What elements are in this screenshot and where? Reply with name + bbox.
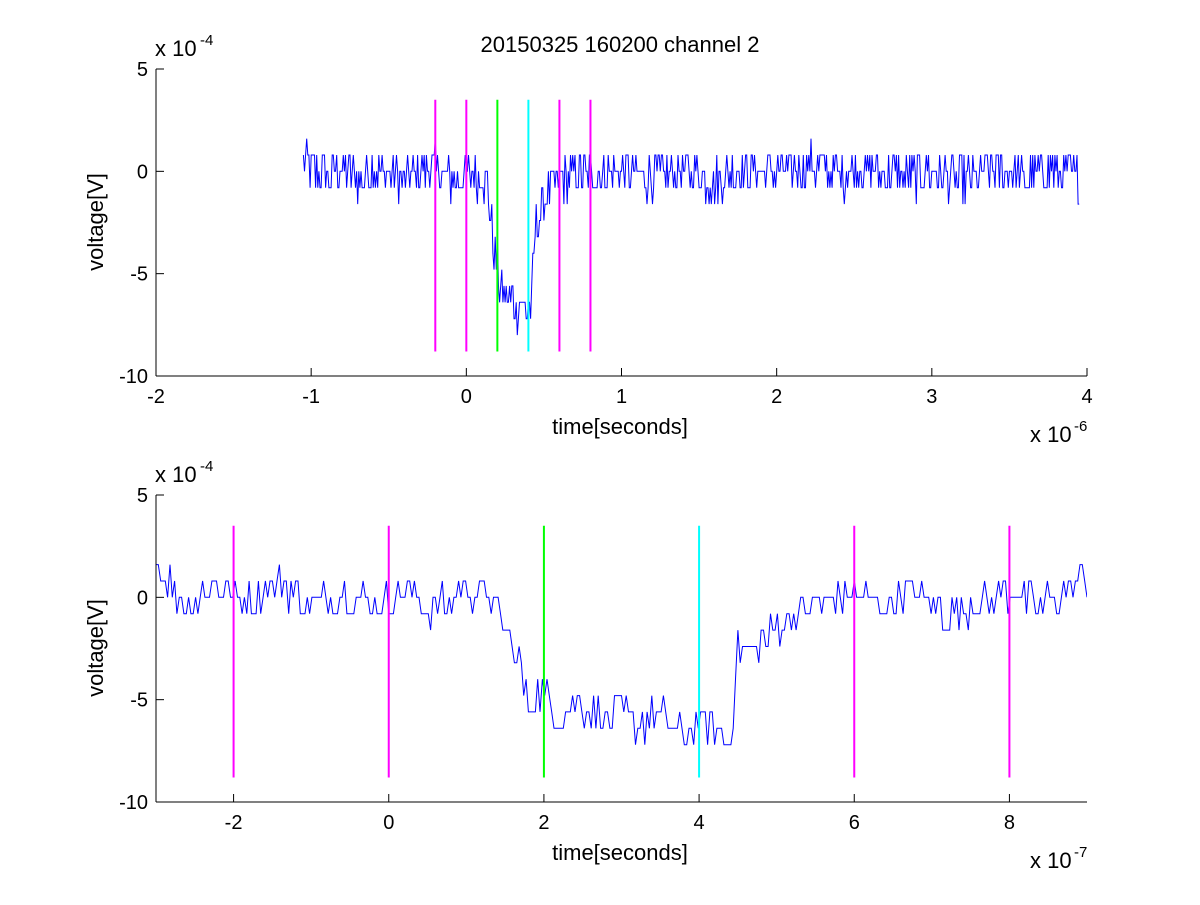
y-exponent-base: x 10	[155, 462, 197, 487]
y-exponent-label: x 10 -4	[155, 458, 213, 487]
signal-series-line	[302, 138, 1080, 336]
y-axis-label: voltage[V]	[83, 599, 108, 697]
x-axis-label: time[seconds]	[552, 840, 688, 865]
x-tick-label: 2	[771, 386, 782, 408]
y-exponent-power: -4	[200, 458, 213, 475]
y-axis-label: voltage[V]	[83, 173, 108, 271]
x-exponent-label: x 10 -7	[1030, 844, 1087, 873]
x-exponent-power: -6	[1074, 418, 1087, 435]
x-tick-label: 4	[1081, 386, 1092, 408]
x-tick-label: -2	[225, 812, 243, 834]
x-exponent-power: -7	[1074, 844, 1087, 861]
y-exponent-base: x 10	[155, 36, 197, 61]
y-tick-label: -5	[130, 264, 148, 286]
x-exponent-base: x 10	[1030, 422, 1072, 447]
x-tick-label: 8	[1004, 812, 1015, 834]
x-tick-label: 3	[926, 386, 937, 408]
x-tick-label: 2	[538, 812, 549, 834]
y-exponent-label: x 10 -4	[155, 32, 213, 61]
y-tick-label: -10	[119, 366, 148, 388]
x-exponent-label: x 10 -6	[1030, 418, 1087, 447]
signal-series-line	[156, 564, 1087, 746]
x-exponent-base: x 10	[1030, 848, 1072, 873]
subplot-bottom: time[seconds] voltage[V] x 10 -7 x 10 -4…	[83, 458, 1087, 873]
x-tick-label: 6	[849, 812, 860, 834]
x-tick-label: 0	[461, 386, 472, 408]
y-exponent-power: -4	[200, 32, 213, 49]
y-tick-label: 5	[137, 485, 148, 507]
y-tick-label: -5	[130, 690, 148, 712]
subplot-top: time[seconds] voltage[V] x 10 -6 x 10 -4…	[83, 32, 1093, 447]
x-axis-label: time[seconds]	[552, 414, 688, 439]
x-tick-label: 1	[616, 386, 627, 408]
y-tick-label: -10	[119, 792, 148, 814]
figure-title: 20150325 160200 channel 2	[481, 32, 760, 57]
x-tick-label: -1	[302, 386, 320, 408]
y-tick-label: 5	[137, 59, 148, 81]
y-tick-label: 0	[137, 161, 148, 183]
x-tick-label: 0	[383, 812, 394, 834]
x-tick-label: -2	[147, 386, 165, 408]
y-tick-label: 0	[137, 587, 148, 609]
x-tick-label: 4	[694, 812, 705, 834]
